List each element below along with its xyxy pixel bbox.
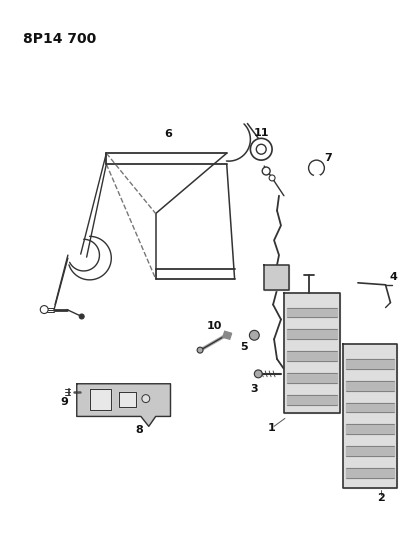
Polygon shape xyxy=(223,332,232,339)
Polygon shape xyxy=(90,389,111,410)
Polygon shape xyxy=(287,373,337,383)
Circle shape xyxy=(309,160,324,176)
Polygon shape xyxy=(346,468,395,478)
Polygon shape xyxy=(343,344,397,488)
Polygon shape xyxy=(284,293,340,414)
Circle shape xyxy=(269,175,275,181)
Text: 11: 11 xyxy=(254,128,269,139)
Circle shape xyxy=(40,305,48,313)
Text: 8: 8 xyxy=(135,425,143,435)
Circle shape xyxy=(79,314,84,319)
Polygon shape xyxy=(77,384,171,426)
Circle shape xyxy=(249,330,259,340)
Text: 8P14 700: 8P14 700 xyxy=(23,33,96,46)
Polygon shape xyxy=(287,329,337,339)
Polygon shape xyxy=(346,446,395,456)
Circle shape xyxy=(256,144,266,154)
Polygon shape xyxy=(119,392,136,407)
Polygon shape xyxy=(287,394,337,405)
Polygon shape xyxy=(346,359,395,369)
Circle shape xyxy=(142,394,150,402)
Polygon shape xyxy=(346,424,395,434)
Polygon shape xyxy=(264,265,289,290)
Circle shape xyxy=(254,370,262,378)
Text: 1: 1 xyxy=(267,423,275,433)
Circle shape xyxy=(250,139,272,160)
Polygon shape xyxy=(287,308,337,318)
Text: 2: 2 xyxy=(377,492,384,503)
Polygon shape xyxy=(314,175,319,177)
Text: 4: 4 xyxy=(390,272,397,282)
Text: 9: 9 xyxy=(60,397,68,407)
Circle shape xyxy=(197,347,203,353)
Text: 6: 6 xyxy=(164,130,173,140)
Text: 7: 7 xyxy=(324,153,332,163)
Text: 5: 5 xyxy=(241,342,248,352)
Polygon shape xyxy=(287,351,337,361)
Text: 10: 10 xyxy=(207,321,223,332)
Text: 3: 3 xyxy=(251,384,258,394)
Circle shape xyxy=(262,167,270,175)
Polygon shape xyxy=(346,381,395,391)
Polygon shape xyxy=(346,402,395,413)
